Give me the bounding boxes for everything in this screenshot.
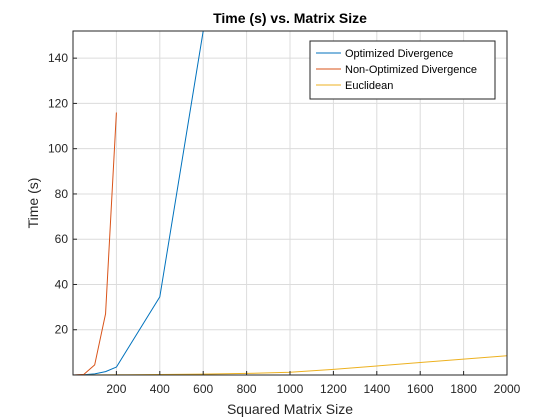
x-tick-label: 600 <box>193 382 213 396</box>
y-tick-label: 80 <box>55 187 69 201</box>
y-axis-label: Time (s) <box>25 178 41 229</box>
x-tick-label: 1600 <box>407 382 434 396</box>
x-tick-label: 400 <box>150 382 170 396</box>
y-tick-label: 60 <box>55 232 69 246</box>
y-tick-label: 120 <box>48 96 68 110</box>
legend-entry-label: Non-Optimized Divergence <box>345 64 477 76</box>
y-tick-label: 140 <box>48 51 68 65</box>
x-tick-label: 200 <box>106 382 126 396</box>
y-tick-label: 40 <box>55 277 69 291</box>
legend-box <box>309 40 496 100</box>
y-tick-label: 20 <box>55 323 69 337</box>
x-tick-label: 1800 <box>450 382 477 396</box>
axis-ticks: 200 400 600 800 1000 1200 1400 1600 1800 2000 20 40… <box>48 51 521 396</box>
series-line-optimized-divergence <box>73 31 204 375</box>
series-line-non-optimized-divergence <box>73 112 117 375</box>
x-tick-label: 1200 <box>320 382 347 396</box>
x-tick-label: 2000 <box>494 382 521 396</box>
x-tick-label: 1000 <box>277 382 304 396</box>
legend-entry-label: Euclidean <box>345 80 393 92</box>
legend: Optimized Divergence Non-Optimized Diverg… <box>309 40 496 100</box>
legend-entry-label: Optimized Divergence <box>345 48 453 60</box>
chart-title: Time (s) vs. Matrix Size <box>213 10 367 26</box>
x-axis-label: Squared Matrix Size <box>227 401 353 417</box>
x-tick-label: 800 <box>237 382 257 396</box>
x-tick-label: 1400 <box>363 382 390 396</box>
y-tick-label: 100 <box>48 142 68 156</box>
